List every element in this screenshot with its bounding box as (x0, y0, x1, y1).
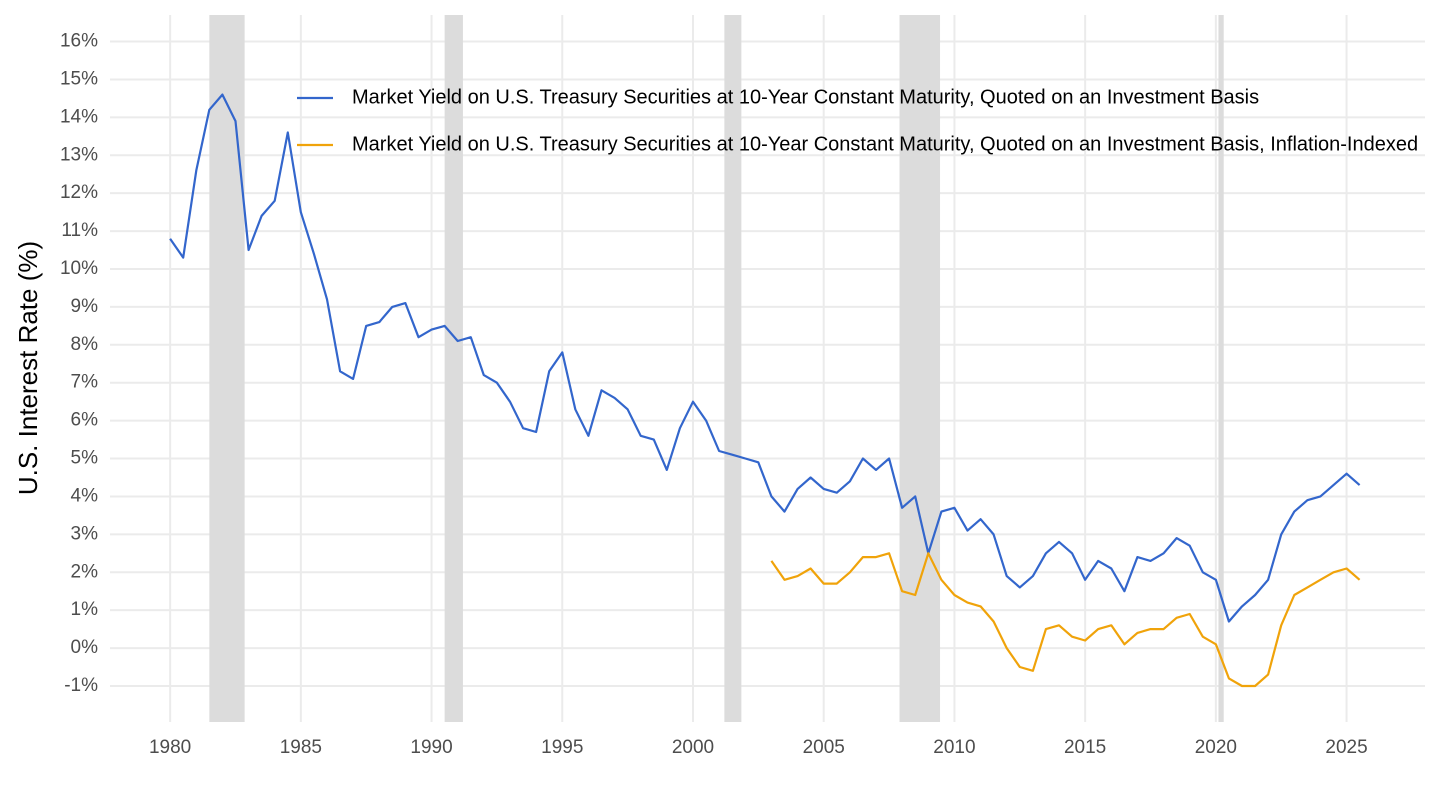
y-tick-label: -1% (64, 675, 98, 696)
x-tick-label: 1985 (280, 737, 322, 758)
y-tick-label: 1% (71, 599, 99, 620)
recession-band (899, 15, 941, 722)
recession-band (1218, 15, 1224, 722)
legend-label: Market Yield on U.S. Treasury Securities… (352, 133, 1418, 155)
y-tick-label: 0% (71, 637, 99, 658)
x-tick-label: 1980 (149, 737, 191, 758)
x-tick-label: 2000 (672, 737, 714, 758)
x-tick-label: 2005 (803, 737, 845, 758)
x-tick-label: 1995 (541, 737, 583, 758)
x-tick-label: 2015 (1064, 737, 1106, 758)
recession-band (209, 15, 245, 722)
y-tick-label: 12% (60, 182, 98, 203)
y-tick-label: 4% (71, 485, 99, 506)
y-axis-title: U.S. Interest Rate (%) (13, 241, 43, 495)
y-tick-label: 10% (60, 258, 98, 279)
recession-band (444, 15, 463, 722)
y-tick-label: 5% (71, 448, 99, 469)
y-tick-label: 3% (71, 523, 99, 544)
x-tick-label: 2010 (933, 737, 975, 758)
y-tick-label: 8% (71, 334, 99, 355)
y-tick-label: 6% (71, 410, 99, 431)
y-tick-label: 14% (60, 106, 98, 127)
y-tick-label: 9% (71, 296, 99, 317)
y-tick-label: 15% (60, 68, 98, 89)
y-tick-label: 16% (60, 31, 98, 52)
series-line (169, 93, 1361, 623)
x-tick-label: 2020 (1195, 737, 1237, 758)
x-tick-label: 2025 (1325, 737, 1367, 758)
series-line (770, 552, 1361, 688)
y-tick-label: 7% (71, 372, 99, 393)
y-tick-label: 2% (71, 561, 99, 582)
recession-band (724, 15, 742, 722)
y-tick-label: 13% (60, 144, 98, 165)
y-tick-label: 11% (61, 220, 98, 241)
legend-label: Market Yield on U.S. Treasury Securities… (352, 86, 1259, 108)
x-tick-label: 1990 (410, 737, 452, 758)
